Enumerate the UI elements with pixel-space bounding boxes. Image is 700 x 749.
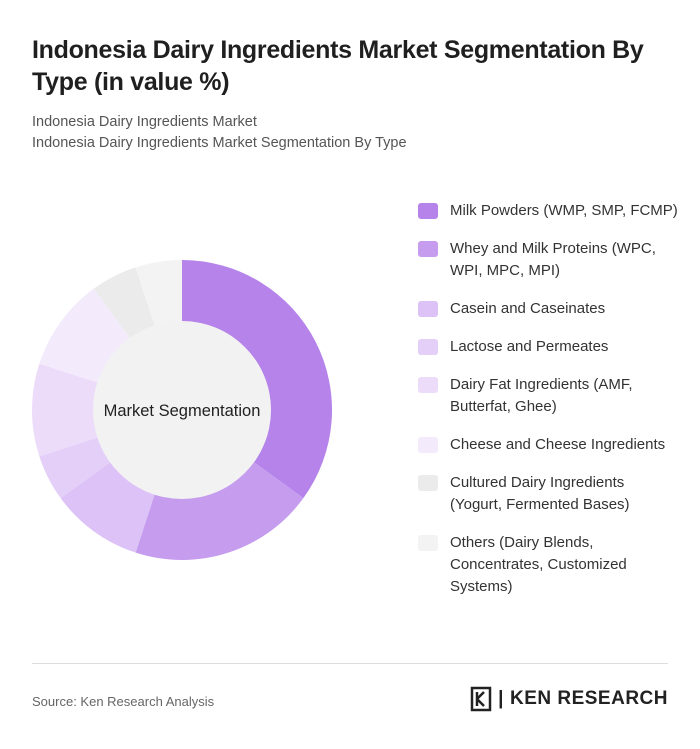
donut-slice[interactable] [32,363,99,457]
donut-slice[interactable] [93,267,155,339]
donut-chart: Market Segmentation [32,260,332,560]
donut-center [93,321,271,499]
ken-research-logo: | KEN RESEARCH [470,686,668,712]
legend-swatch [418,241,438,257]
legend-swatch [418,339,438,355]
legend-item[interactable]: Whey and Milk Proteins (WPC, WPI, MPC, M… [418,238,678,282]
donut-slice[interactable] [39,288,131,383]
ken-logo-icon [470,686,492,712]
legend-label: Cultured Dairy Ingredients (Yogurt, Ferm… [450,474,630,513]
legend-item[interactable]: Dairy Fat Ingredients (AMF, Butterfat, G… [418,374,678,418]
legend-item[interactable]: Others (Dairy Blends, Concentrates, Cust… [418,532,678,598]
chart-title: Indonesia Dairy Ingredients Market Segme… [32,36,644,96]
legend-label: Milk Powders (WMP, SMP, FCMP) [450,202,678,219]
donut-slice[interactable] [60,461,155,553]
legend-swatch [418,301,438,317]
legend-item[interactable]: Lactose and Permeates [418,336,678,358]
legend-label: Dairy Fat Ingredients (AMF, Butterfat, G… [450,376,633,415]
source-note: Source: Ken Research Analysis [32,694,215,709]
donut-slice[interactable] [135,260,182,327]
legend-swatch [418,475,438,491]
legend: Milk Powders (WMP, SMP, FCMP) Whey and Mi… [418,200,678,614]
legend-item[interactable]: Casein and Caseinates [418,298,678,320]
legend-swatch [418,377,438,393]
donut-slice[interactable] [135,461,304,560]
legend-label: Lactose and Permeates [450,338,609,355]
legend-label: Casein and Caseinates [450,300,606,317]
legend-label: Whey and Milk Proteins (WPC, WPI, MPC, M… [450,240,656,279]
subtitle-segmentation: Indonesia Dairy Ingredients Market Segme… [32,135,407,151]
logo-text: KEN RESEARCH [509,688,668,709]
legend-label: Others (Dairy Blends, Concentrates, Cust… [450,534,627,595]
legend-swatch [418,437,438,453]
legend-swatch [418,203,438,219]
center-label: Market Segmentation [104,402,261,420]
donut-slice[interactable] [39,437,111,499]
legend-item[interactable]: Milk Powders (WMP, SMP, FCMP) [418,200,678,222]
divider [32,663,668,664]
legend-swatch [418,535,438,551]
legend-item[interactable]: Cultured Dairy Ingredients (Yogurt, Ferm… [418,472,678,516]
donut-slice[interactable] [182,260,332,499]
legend-item[interactable]: Cheese and Cheese Ingredients [418,434,678,456]
subtitle-market: Indonesia Dairy Ingredients Market [32,114,257,130]
legend-label: Cheese and Cheese Ingredients [450,436,666,453]
